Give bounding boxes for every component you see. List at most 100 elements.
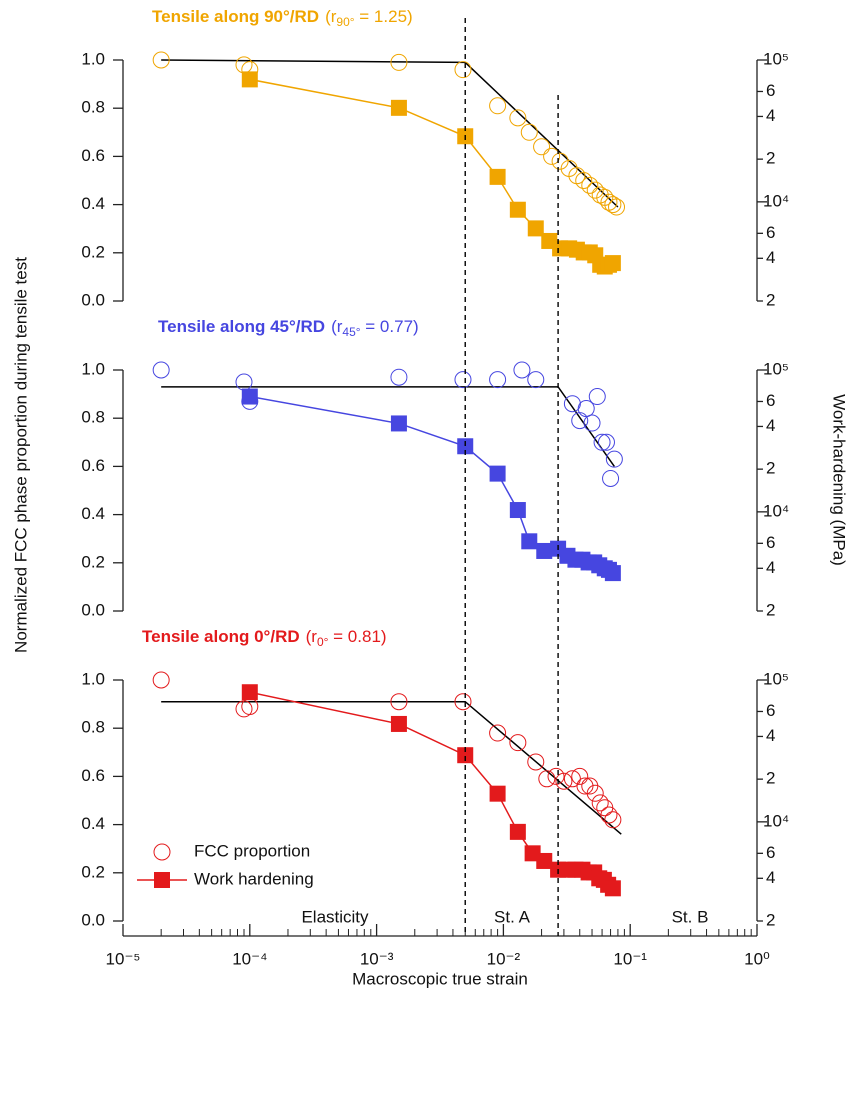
circle-marker: [576, 777, 594, 795]
title-main: Tensile along 45°/RD: [158, 317, 325, 336]
circle-marker: [591, 794, 609, 812]
circle-marker: [597, 433, 615, 451]
y2-tick-label: 6: [766, 701, 775, 720]
y-tick-label: 1.0: [81, 49, 105, 68]
y2-tick-label: 2: [766, 600, 775, 619]
square-marker: [489, 785, 506, 802]
y2-tick-label: 4: [766, 106, 775, 125]
y2-tick-label: 6: [766, 533, 775, 552]
circle-marker: [520, 123, 538, 141]
x-tick-label: 10⁻⁴: [232, 949, 267, 968]
y-tick-label: 0.6: [81, 146, 105, 165]
circle-marker: [543, 147, 561, 165]
circle-marker: [152, 51, 170, 69]
circle-marker: [390, 693, 408, 711]
circle-marker: [509, 109, 527, 127]
circle-marker: [454, 61, 472, 79]
circle-marker: [577, 400, 595, 418]
y2-tick-label: 6: [766, 81, 775, 100]
circle-marker: [555, 772, 573, 790]
circle-marker: [538, 770, 556, 788]
legend-circle: [153, 843, 171, 861]
square-marker: [536, 542, 553, 559]
square-marker: [457, 747, 474, 764]
square-marker: [509, 502, 526, 519]
y-axis-label: Normalized FCC phase proportion during t…: [11, 257, 30, 653]
r-suffix: = 0.81): [328, 627, 386, 646]
y-tick-label: 0.0: [81, 600, 105, 619]
square-marker: [527, 220, 544, 237]
circle-marker: [591, 186, 609, 204]
circle-marker: [152, 361, 170, 379]
y2-tick-label: 2: [766, 290, 775, 309]
y2-tick-label: 10⁵: [763, 49, 789, 68]
square-marker: [390, 715, 407, 732]
square-marker: [604, 255, 621, 272]
stage-label: St. A: [494, 907, 531, 926]
circle-marker: [241, 698, 259, 716]
square-marker: [604, 880, 621, 897]
circle-marker: [604, 196, 622, 214]
y2-tick-label: 2: [766, 149, 775, 168]
x-tick-label: 10⁰: [744, 949, 770, 968]
circle-marker: [593, 433, 611, 451]
circle-marker: [527, 753, 545, 771]
r-sub: 90°: [336, 15, 354, 29]
y-tick-label: 0.2: [81, 242, 105, 261]
y-tick-label: 0.0: [81, 910, 105, 929]
y-tick-label: 1.0: [81, 669, 105, 688]
y2-tick-label: 2: [766, 769, 775, 788]
y2-tick-label: 4: [766, 868, 775, 887]
circle-marker: [454, 693, 472, 711]
r-sub: 0°: [317, 635, 329, 649]
circle-marker: [586, 784, 604, 802]
y-tick-label: 0.2: [81, 552, 105, 571]
y-tick-label: 0.6: [81, 456, 105, 475]
square-marker: [509, 201, 526, 218]
circle-marker: [235, 373, 253, 391]
y-tick-label: 0.6: [81, 766, 105, 785]
r-suffix: = 1.25): [355, 7, 413, 26]
y2-axis-label: Work-hardening (MPa): [830, 394, 849, 566]
r-sub: 45°: [342, 325, 360, 339]
y-tick-label: 1.0: [81, 359, 105, 378]
x-tick-label: 10⁻¹: [613, 949, 647, 968]
stage-label: St. B: [672, 907, 709, 926]
legend-square: [154, 872, 170, 888]
circle-marker: [575, 172, 593, 189]
circle-marker: [571, 412, 589, 430]
circle-marker: [600, 806, 618, 824]
r-suffix: = 0.77): [361, 317, 419, 336]
x-tick-label: 10⁻²: [487, 949, 521, 968]
y-tick-label: 0.8: [81, 408, 105, 427]
circle-marker: [583, 414, 601, 432]
y2-tick-label: 10⁵: [763, 669, 789, 688]
x-tick-label: 10⁻⁵: [106, 949, 141, 968]
circle-marker: [489, 97, 507, 115]
y-tick-label: 0.8: [81, 718, 105, 737]
y2-tick-label: 10⁵: [763, 359, 789, 378]
circle-marker: [527, 371, 545, 389]
stage-label: Elasticity: [301, 907, 369, 926]
title-main: Tensile along 90°/RD: [152, 7, 319, 26]
square-marker: [390, 99, 407, 116]
r-prefix: (r: [325, 7, 337, 26]
circle-marker: [509, 734, 527, 752]
circle-marker: [588, 388, 606, 406]
panel-title: Tensile along 0°/RD (r0° = 0.81): [142, 627, 387, 649]
circle-marker: [568, 167, 586, 185]
panel-title: Tensile along 45°/RD (r45° = 0.77): [158, 317, 419, 339]
square-marker: [241, 684, 258, 701]
y2-tick-label: 6: [766, 391, 775, 410]
r-prefix: (r: [331, 317, 343, 336]
circle-marker: [152, 671, 170, 689]
circle-marker: [454, 371, 472, 389]
circle-marker: [563, 770, 581, 788]
y2-tick-label: 10⁴: [763, 501, 789, 520]
circle-marker: [489, 724, 507, 742]
circle-marker: [602, 469, 620, 487]
circle-marker: [390, 368, 408, 386]
legend-label: Work hardening: [194, 869, 314, 888]
y2-tick-label: 4: [766, 558, 775, 577]
